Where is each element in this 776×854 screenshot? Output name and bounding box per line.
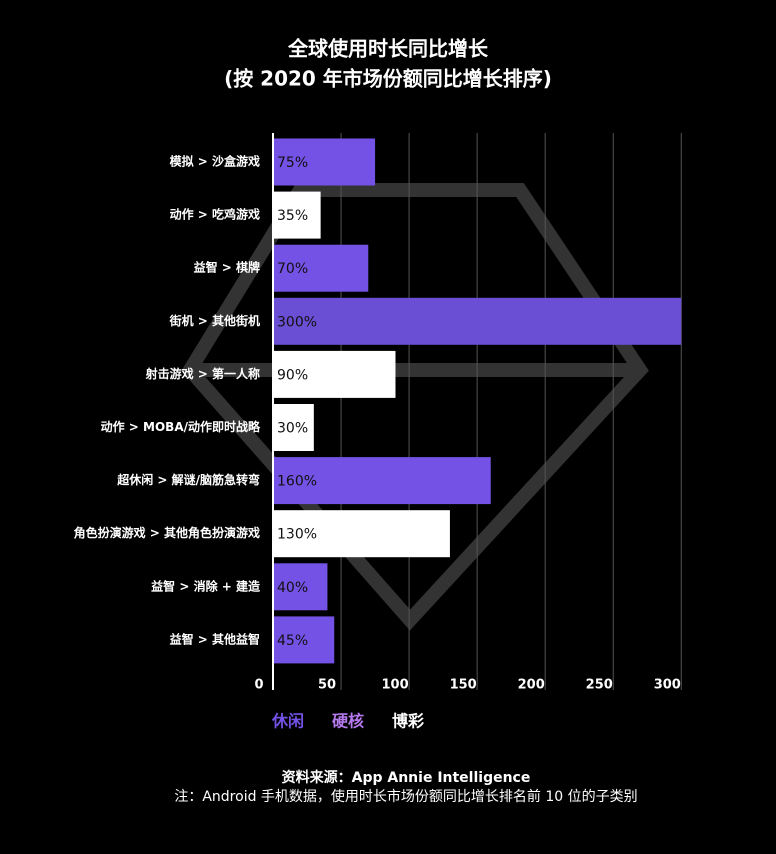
value-label: 75% — [277, 155, 308, 171]
x-tick-label: 250 — [586, 678, 613, 693]
bar — [274, 350, 396, 398]
value-label: 160% — [277, 474, 317, 490]
value-label: 90% — [277, 367, 308, 383]
bar — [274, 138, 376, 186]
y-tick-label: 益智 > 其他益智 — [170, 631, 260, 646]
bar — [274, 297, 682, 345]
x-tick-label: 0 — [254, 678, 263, 693]
y-tick-label: 超休闲 > 解谜/脑筋急转弯 — [116, 472, 260, 487]
bar — [274, 563, 328, 611]
y-tick-label: 模拟 > 沙盒游戏 — [170, 154, 260, 169]
value-label: 300% — [277, 314, 317, 330]
bar — [274, 616, 335, 664]
note: 注：Android 手机数据，使用时长市场份额同比增长排名前 10 位的子类别 — [174, 788, 637, 805]
bar — [274, 457, 491, 505]
y-tick-label: 动作 > 吃鸡游戏 — [170, 207, 260, 222]
x-tick-label: 100 — [382, 678, 409, 693]
chart-subtitle: (按 2020 年市场份额同比增长排序) — [224, 67, 552, 91]
value-label: 45% — [277, 633, 308, 649]
bar — [274, 510, 450, 558]
value-label: 35% — [277, 208, 308, 224]
value-label: 70% — [277, 261, 308, 277]
x-tick-label: 200 — [518, 678, 545, 693]
source: 资料来源：App Annie Intelligence — [282, 769, 531, 786]
bar — [274, 244, 369, 292]
legend-label: 硬核 — [332, 712, 364, 731]
y-tick-label: 益智 > 消除 + 建造 — [151, 578, 261, 593]
x-tick-label: 150 — [450, 678, 477, 693]
y-tick-label: 角色扮演游戏 > 其他角色扮演游戏 — [74, 525, 260, 540]
value-label: 130% — [277, 527, 317, 543]
x-tick-label: 300 — [654, 678, 681, 693]
value-label: 40% — [277, 580, 308, 596]
value-label: 30% — [277, 421, 308, 437]
y-tick-label: 益智 > 棋牌 — [194, 260, 260, 275]
x-tick-label: 50 — [318, 678, 336, 693]
y-tick-label: 街机 > 其他街机 — [169, 313, 260, 328]
legend-label: 博彩 — [392, 712, 424, 731]
chart-title: 全球使用时长同比增长 — [287, 37, 489, 61]
y-tick-label: 动作 > MOBA/动作即时战略 — [101, 419, 261, 434]
legend-label: 休闲 — [271, 712, 304, 731]
bar — [274, 191, 321, 239]
y-tick-label: 射击游戏 > 第一人称 — [145, 366, 260, 381]
bar — [274, 404, 314, 451]
